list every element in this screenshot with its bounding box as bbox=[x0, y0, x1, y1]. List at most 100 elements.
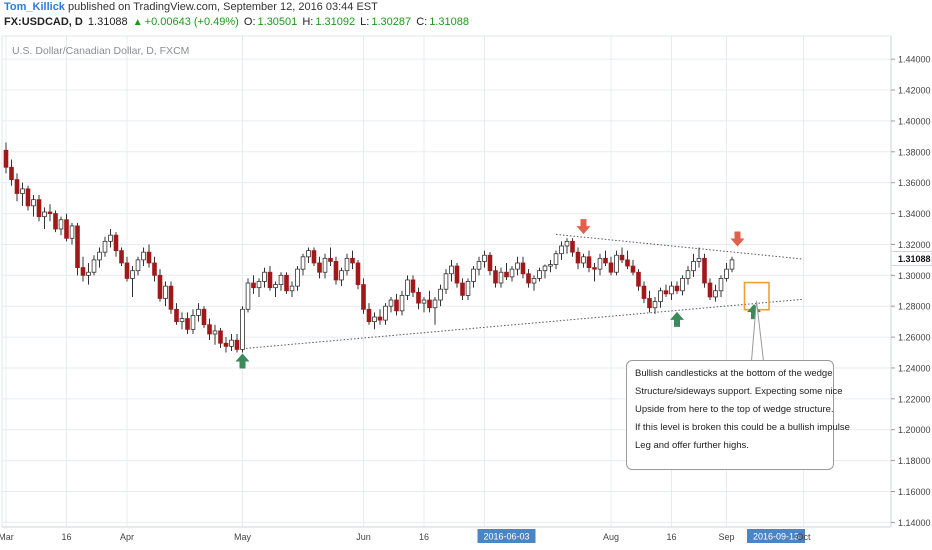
time-axis[interactable]: Mar16AprMayJun16Jul2016-06-03Aug16Sep201… bbox=[0, 529, 811, 543]
candle-up bbox=[383, 305, 388, 321]
wedge-trendline bbox=[242, 298, 804, 350]
candle-down bbox=[47, 211, 53, 214]
annotation-line-1: Bullish candlesticks at the bottom of th… bbox=[635, 368, 833, 379]
candle-down bbox=[333, 261, 339, 281]
candle-up bbox=[273, 284, 278, 289]
price-tick-label: 1.38000 bbox=[898, 147, 931, 157]
candle-up bbox=[614, 254, 619, 273]
candle-up bbox=[196, 308, 201, 316]
candle-up bbox=[179, 318, 185, 323]
candle-down bbox=[526, 273, 531, 284]
candle-down bbox=[647, 298, 652, 309]
candle-up bbox=[465, 281, 471, 296]
candle-up bbox=[240, 308, 245, 350]
published-text: published on TradingView.com, September … bbox=[68, 1, 378, 13]
price-tick-label: 1.14000 bbox=[898, 518, 931, 528]
candle-up bbox=[97, 251, 102, 261]
candle-up bbox=[42, 211, 47, 218]
candle-up bbox=[278, 274, 284, 285]
candle-down bbox=[674, 285, 680, 292]
time-tick-label: Sep bbox=[718, 532, 734, 542]
candle-up bbox=[531, 278, 537, 284]
candle-down bbox=[575, 251, 581, 264]
time-tick-label: May bbox=[234, 532, 252, 542]
time-cursor-tag bbox=[747, 529, 805, 543]
candle-up bbox=[300, 256, 306, 270]
author-link[interactable]: Tom_Killick bbox=[4, 1, 65, 13]
price-tick-label: 1.18000 bbox=[898, 456, 931, 466]
candle-up bbox=[658, 290, 663, 302]
candle-down bbox=[427, 299, 432, 309]
low-label: L: bbox=[360, 16, 370, 28]
candle-up bbox=[515, 262, 520, 270]
candle-up bbox=[212, 330, 218, 335]
candle-up bbox=[86, 271, 91, 276]
symbol-label: FX:USDCAD, D bbox=[4, 16, 83, 28]
candle-up bbox=[163, 285, 168, 299]
candle-up bbox=[372, 316, 377, 323]
open-value: 1.30501 bbox=[257, 16, 298, 28]
candle-up bbox=[449, 265, 454, 275]
time-cursor-label: 2016-06-03 bbox=[483, 532, 529, 542]
price-tick-label: 1.34000 bbox=[898, 209, 931, 219]
candle-down bbox=[625, 259, 630, 267]
candle-down bbox=[355, 262, 361, 285]
candle-up bbox=[388, 299, 394, 307]
candle-up bbox=[553, 253, 559, 265]
annotations-layer bbox=[235, 219, 770, 369]
wedge-trendline bbox=[555, 233, 804, 260]
trendlines[interactable] bbox=[242, 233, 804, 350]
candle-up bbox=[559, 245, 564, 255]
candle-up bbox=[190, 315, 196, 330]
candle-down bbox=[460, 282, 465, 296]
candle-down bbox=[366, 308, 372, 323]
candle-down bbox=[487, 254, 493, 272]
candle-up bbox=[537, 270, 542, 279]
annotation-callout[interactable]: Bullish candlesticks at the bottom of th… bbox=[626, 360, 850, 470]
candle-down bbox=[707, 282, 713, 298]
candle-up bbox=[135, 259, 141, 272]
candle-down bbox=[25, 188, 31, 207]
price-tick-label: 1.26000 bbox=[898, 333, 931, 343]
candle-down bbox=[234, 339, 240, 350]
candle-up bbox=[262, 271, 267, 282]
candle-up bbox=[691, 261, 696, 272]
candle-down bbox=[14, 179, 20, 194]
candle-down bbox=[377, 316, 383, 321]
arrow-up-icon bbox=[747, 304, 761, 320]
candle-down bbox=[493, 270, 498, 284]
candle-down bbox=[251, 282, 256, 289]
candle-up bbox=[564, 240, 570, 247]
candle-down bbox=[636, 271, 641, 287]
price-tick-label: 1.32000 bbox=[898, 240, 931, 250]
time-tick-label: 16 bbox=[666, 532, 676, 542]
price-tick-label: 1.44000 bbox=[898, 55, 931, 65]
candle-down bbox=[119, 250, 124, 264]
candle-up bbox=[130, 270, 135, 279]
time-tick-label: Aug bbox=[603, 532, 619, 542]
candle-down bbox=[520, 262, 526, 275]
candle-up bbox=[69, 225, 75, 239]
candle-up bbox=[696, 257, 702, 262]
candle-up bbox=[471, 268, 476, 282]
candle-down bbox=[3, 149, 9, 168]
candle-up bbox=[685, 270, 691, 279]
time-tick-label: 16 bbox=[419, 532, 429, 542]
last-price-label: 1.31088 bbox=[898, 254, 931, 264]
candle-down bbox=[284, 274, 289, 292]
candle-up bbox=[652, 301, 658, 309]
candle-up bbox=[322, 257, 328, 273]
candle-down bbox=[328, 257, 333, 262]
close-value: 1.31088 bbox=[429, 16, 469, 28]
candle-down bbox=[113, 234, 119, 252]
price-axis[interactable]: 1.44000 1.42000 1.40000 1.38000 1.36000 1.340… bbox=[890, 55, 932, 528]
price-tick-label: 1.30000 bbox=[898, 271, 931, 281]
annotation-line-3: Upside from here to the top of wedge str… bbox=[635, 404, 834, 415]
arrow-down-icon bbox=[730, 231, 745, 247]
candle-up bbox=[669, 285, 674, 295]
candle-down bbox=[454, 265, 460, 284]
price-tick-label: 1.24000 bbox=[898, 363, 931, 373]
arrow-down-icon bbox=[576, 219, 591, 235]
candle-down bbox=[663, 290, 669, 295]
